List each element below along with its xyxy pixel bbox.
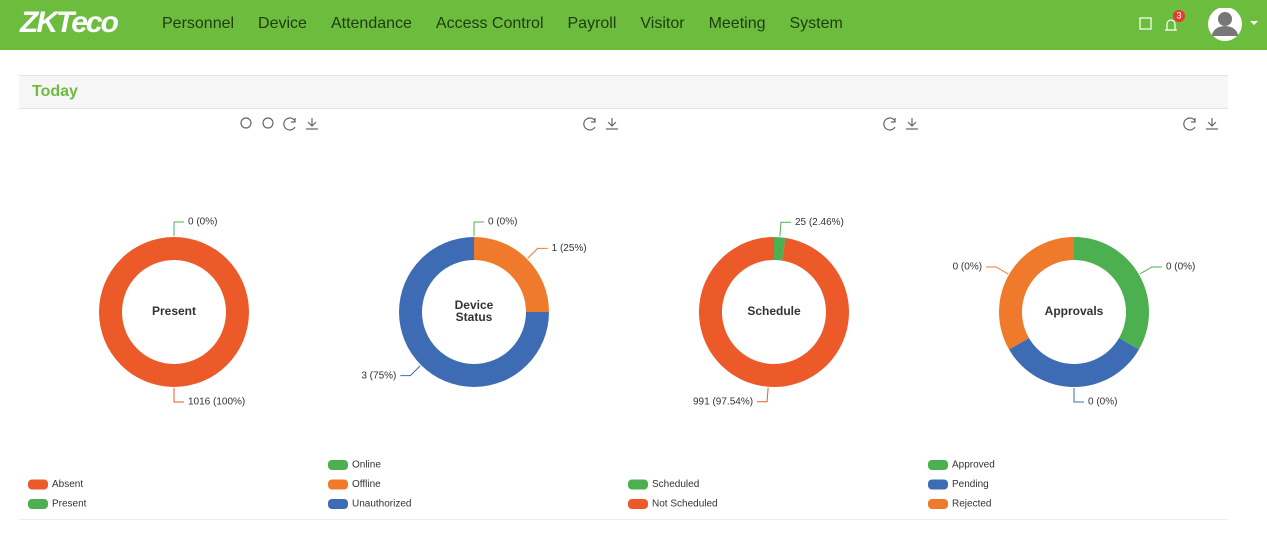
donut-slice[interactable] xyxy=(699,237,850,387)
data-label: 0 (0%) xyxy=(488,217,517,228)
top-icons: 3 xyxy=(1139,8,1258,41)
legend-label[interactable]: Approved xyxy=(952,460,995,471)
chart-center-title: Device Status xyxy=(455,298,494,324)
donut-slice[interactable] xyxy=(998,237,1074,350)
avatar-head xyxy=(1218,12,1232,26)
label-line xyxy=(1139,266,1162,275)
donut-slice[interactable] xyxy=(99,237,249,387)
nav-item[interactable]: Attendance xyxy=(330,15,412,32)
legend-label[interactable]: Rejected xyxy=(952,499,991,510)
edit-icon[interactable] xyxy=(1139,17,1152,30)
legend-swatch[interactable] xyxy=(928,460,948,470)
donut-slice[interactable] xyxy=(1074,237,1149,350)
legend-swatch[interactable] xyxy=(928,499,948,509)
label-line xyxy=(527,247,548,259)
data-label: 0 (0%) xyxy=(1088,397,1117,408)
label-line xyxy=(173,221,184,236)
legend-label[interactable]: Scheduled xyxy=(652,479,699,490)
legend-swatch[interactable] xyxy=(28,499,48,509)
legend-swatch[interactable] xyxy=(328,479,348,490)
data-label: 3 (75%) xyxy=(361,370,396,381)
donut-slice[interactable] xyxy=(1009,338,1139,387)
download-icon[interactable] xyxy=(1206,118,1218,130)
data-label: 25 (2.46%) xyxy=(795,217,844,228)
download-icon[interactable] xyxy=(906,118,918,130)
data-label: 1016 (100%) xyxy=(188,397,245,408)
legend-swatch[interactable] xyxy=(328,499,348,509)
badge xyxy=(1173,10,1185,22)
data-label: 0 (0%) xyxy=(188,217,217,228)
legend-label[interactable]: Offline xyxy=(352,479,381,490)
label-line xyxy=(473,221,484,236)
bell-icon[interactable] xyxy=(1165,19,1177,31)
legend-label[interactable]: Online xyxy=(352,460,381,471)
nav-item[interactable]: Visitor xyxy=(640,15,685,32)
nav-item[interactable]: Meeting xyxy=(708,15,766,32)
view-icon[interactable] xyxy=(262,117,274,129)
nav: Personnel Device Attendance Access Control P… xyxy=(150,0,855,50)
download-icon[interactable] xyxy=(606,118,618,130)
nav-item[interactable]: Payroll xyxy=(567,15,617,32)
download-icon[interactable] xyxy=(306,118,318,130)
avatar-caret[interactable] xyxy=(1250,21,1258,25)
nav-item[interactable]: Device xyxy=(258,15,307,32)
data-label: 1 (25%) xyxy=(552,243,587,254)
notification-count: 3 xyxy=(1176,10,1181,20)
legend-label[interactable]: Not Scheduled xyxy=(652,499,718,510)
nav-item[interactable]: Personnel xyxy=(162,15,235,32)
chart-center-title: Present xyxy=(152,304,196,318)
refresh-icon[interactable] xyxy=(583,117,596,131)
view-icon[interactable] xyxy=(240,117,252,129)
label-line xyxy=(400,365,421,377)
label-line xyxy=(779,221,791,237)
label-line xyxy=(173,388,184,403)
donut-slice[interactable] xyxy=(474,237,549,312)
data-label: 0 (0%) xyxy=(953,262,982,273)
nav-item[interactable]: Access Control xyxy=(435,15,544,32)
legend-swatch[interactable] xyxy=(328,460,348,470)
logo[interactable]: ZKTeco xyxy=(20,6,119,39)
label-line xyxy=(1073,388,1084,403)
label-line xyxy=(757,387,769,403)
legend-label[interactable]: Pending xyxy=(952,479,989,490)
avatar-body xyxy=(1212,26,1238,36)
refresh-icon[interactable] xyxy=(1183,117,1196,131)
section-title: Today xyxy=(19,75,1228,109)
legend-swatch[interactable] xyxy=(28,479,48,490)
donut-slice[interactable] xyxy=(399,237,549,387)
nav-item[interactable]: System xyxy=(789,15,843,32)
donut-slice[interactable] xyxy=(774,237,786,261)
chart-center-title: Approvals xyxy=(1045,304,1104,318)
legend-swatch[interactable] xyxy=(928,479,948,490)
legend-label[interactable]: Unauthorized xyxy=(352,499,411,510)
top-bar: ZKTeco Personnel Device Attendance Access C… xyxy=(0,0,1267,50)
legend-label[interactable]: Absent xyxy=(52,479,83,490)
data-label: 0 (0%) xyxy=(1166,262,1195,273)
chart-center-title: Schedule xyxy=(747,304,801,318)
refresh-icon[interactable] xyxy=(283,117,296,131)
data-label: 991 (97.54%) xyxy=(693,396,753,407)
refresh-icon[interactable] xyxy=(883,117,896,131)
legend-swatch[interactable] xyxy=(628,499,648,509)
panel: Today 1016 (100%) 0 (0%) Present Absent Pres… xyxy=(19,75,1228,520)
legend-swatch[interactable] xyxy=(628,479,648,490)
label-line xyxy=(986,266,1009,275)
charts: 1016 (100%) 0 (0%) Present Absent Present 0 (… xyxy=(28,117,1218,510)
legend-label[interactable]: Present xyxy=(52,499,87,510)
